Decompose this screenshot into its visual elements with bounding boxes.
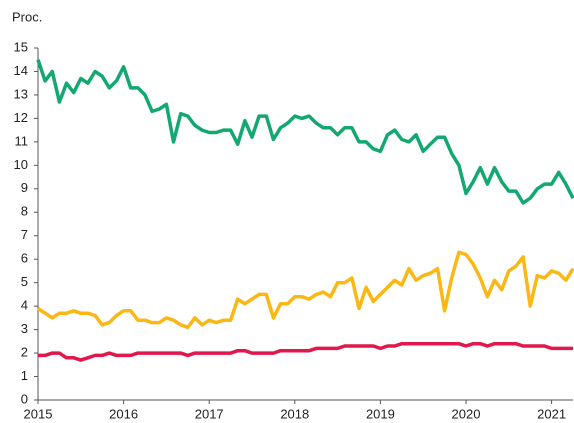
y-tick-label: 5 bbox=[21, 274, 28, 289]
y-tick-label: 12 bbox=[14, 110, 28, 125]
line-series bbox=[38, 341, 573, 362]
y-tick-label: 9 bbox=[21, 180, 28, 195]
y-tick-label: 4 bbox=[21, 298, 28, 313]
x-tick-label: 2018 bbox=[280, 406, 309, 421]
y-axis-label: Proc. bbox=[12, 9, 42, 24]
y-tick-label: 14 bbox=[14, 63, 28, 78]
x-tick-label: 2020 bbox=[452, 406, 481, 421]
y-tick-label: 6 bbox=[21, 251, 28, 266]
x-tick-label: 2017 bbox=[195, 406, 224, 421]
x-tick-label: 2015 bbox=[24, 406, 53, 421]
y-tick-label: 13 bbox=[14, 86, 28, 101]
y-tick-label: 3 bbox=[21, 321, 28, 336]
y-tick-label: 1 bbox=[21, 368, 28, 383]
y-tick-label: 11 bbox=[15, 133, 29, 148]
x-tick-label: 2016 bbox=[109, 406, 138, 421]
line-series bbox=[36, 59, 574, 205]
y-tick-label: 10 bbox=[14, 157, 28, 172]
y-tick-label: 15 bbox=[14, 39, 28, 54]
y-tick-label: 8 bbox=[21, 204, 28, 219]
y-tick-label: 2 bbox=[21, 345, 28, 360]
line-series bbox=[37, 250, 574, 330]
y-tick-label: 0 bbox=[21, 391, 28, 406]
x-tick-label: 2021 bbox=[537, 406, 566, 421]
y-tick-label: 7 bbox=[21, 227, 28, 242]
x-tick-label: 2019 bbox=[366, 406, 395, 421]
